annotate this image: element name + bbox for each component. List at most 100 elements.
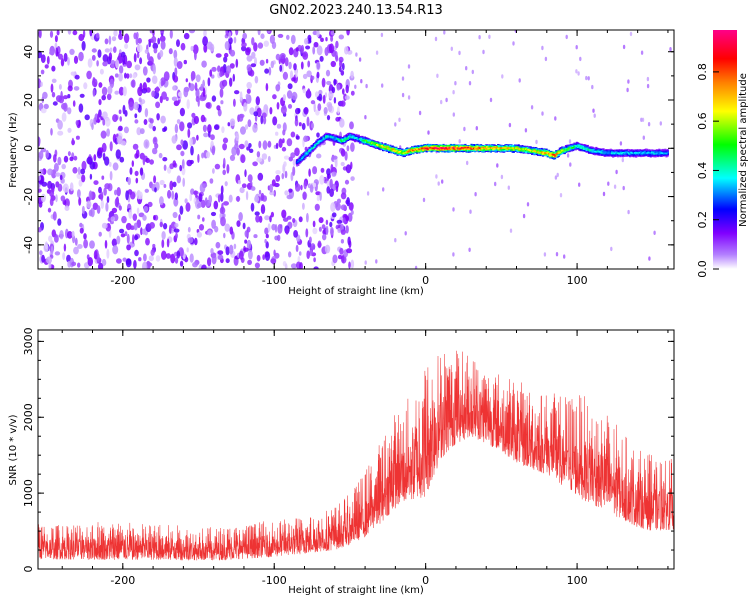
heatmap-noise-cell: [92, 202, 99, 210]
heatmap-ridge-cell: [395, 150, 398, 152]
colorbar-label: Normalized spectral amplitude: [738, 73, 749, 227]
heatmap-noise-cell: [229, 49, 236, 57]
heatmap-noise-cell: [292, 166, 296, 177]
heatmap-noise-cell: [292, 158, 296, 166]
x-tick-label: 100: [567, 274, 588, 287]
heatmap-ridge-cell: [371, 142, 374, 144]
heatmap-noise-cell: [311, 122, 315, 129]
heatmap-noise-cell: [77, 166, 81, 175]
heatmap-noise-cell: [255, 96, 260, 106]
heatmap-noise-cell: [86, 156, 93, 165]
heatmap-noise-cell: [220, 192, 224, 202]
heatmap-ridge-cell: [390, 148, 393, 150]
heatmap-noise-cell: [268, 66, 272, 76]
heatmap-ridge-cell: [486, 146, 489, 150]
heatmap-noise-cell: [257, 30, 261, 36]
heatmap-noise-cell: [96, 253, 100, 263]
heatmap-speck: [489, 97, 493, 103]
heatmap-speck: [482, 49, 485, 55]
heatmap-ridge-cell: [600, 151, 603, 153]
heatmap-ridge-cell: [481, 147, 484, 150]
heatmap-noise-cell: [303, 107, 309, 115]
heatmap-noise-cell: [205, 102, 211, 109]
heatmap-noise-cell: [196, 134, 199, 141]
y-tick-label: -40: [22, 236, 35, 254]
heatmap-ridge-cell: [522, 148, 525, 152]
heatmap-speck: [450, 46, 453, 51]
heatmap-noise-cell: [102, 111, 108, 119]
heatmap-noise-cell: [179, 121, 185, 132]
snr-y-axis-label: SNR (10 * v/v): [8, 414, 19, 485]
heatmap-ridge-cell: [468, 148, 471, 150]
heatmap-ridge-cell: [642, 151, 645, 154]
heatmap-noise-cell: [118, 72, 123, 82]
heatmap-noise-cell: [66, 254, 71, 263]
heatmap-ridge-cell: [614, 151, 617, 154]
heatmap-speck: [544, 56, 548, 62]
heatmap-noise-cell: [89, 30, 93, 37]
heatmap-noise-cell: [179, 164, 183, 172]
heatmap-noise-cell: [260, 115, 264, 125]
heatmap-noise-cell: [119, 156, 125, 163]
heatmap-noise-cell: [211, 219, 217, 229]
heatmap-noise-cell: [310, 75, 315, 80]
heatmap-noise-cell: [331, 86, 336, 94]
heatmap-ridge-cell: [312, 146, 316, 149]
heatmap-noise-cell: [126, 60, 132, 69]
heatmap-ridge-cell: [626, 151, 629, 154]
heatmap-noise-cell: [309, 184, 314, 193]
heatmap-noise-cell: [38, 188, 42, 193]
heatmap-noise-cell: [344, 179, 350, 185]
heatmap-noise-cell: [103, 187, 107, 196]
heatmap-ridge-cell: [396, 151, 399, 153]
heatmap-noise-cell: [261, 112, 267, 118]
heatmap-noise-cell: [47, 180, 53, 190]
heatmap-noise-cell: [335, 185, 339, 193]
heatmap-noise-cell: [57, 218, 62, 226]
heatmap-noise-cell: [264, 251, 271, 261]
y-tick-label: 40: [22, 45, 35, 59]
heatmap-noise-cell: [298, 122, 302, 127]
heatmap-noise-cell: [233, 243, 237, 250]
heatmap-noise-cell: [286, 215, 292, 220]
heatmap-noise-cell: [255, 215, 260, 223]
heatmap-noise-cell: [53, 154, 57, 163]
heatmap-noise-cell: [220, 216, 226, 227]
heatmap-noise-cell: [69, 182, 74, 192]
heatmap-noise-cell: [183, 32, 190, 40]
heatmap-noise-cell: [265, 234, 269, 239]
heatmap-noise-cell: [229, 154, 236, 161]
heatmap-noise-cell: [180, 150, 185, 157]
heatmap-speck: [508, 122, 512, 128]
heatmap-noise-cell: [212, 168, 215, 174]
snr-y-ticks: 0 1000 2000 3000: [22, 327, 674, 573]
heatmap-noise-cell: [67, 231, 73, 239]
heatmap-noise-cell: [156, 113, 160, 121]
heatmap-noise-cell: [300, 44, 305, 54]
heatmap-noise-cell: [67, 57, 70, 66]
heatmap-noise-cell: [287, 83, 293, 90]
heatmap-noise-cell: [247, 119, 252, 128]
heatmap-noise-cell: [119, 228, 125, 234]
heatmap-speck: [518, 78, 521, 83]
heatmap-ridge-cell: [552, 154, 555, 156]
heatmap-noise-cell: [280, 105, 287, 115]
heatmap-ridge-cell: [421, 147, 425, 152]
heatmap-ridge-cell: [506, 147, 509, 150]
heatmap-noise-cell: [198, 224, 205, 231]
heatmap-noise-cell: [224, 41, 230, 51]
heatmap-noise-cell: [152, 136, 158, 145]
heatmap-ridge-cell: [478, 147, 482, 149]
heatmap-noise-cell: [228, 194, 233, 203]
heatmap-ridge-cell: [465, 148, 468, 150]
heatmap-noise-cell: [305, 45, 311, 50]
heatmap-noise-cell: [129, 225, 135, 230]
heatmap-noise-cell: [124, 110, 128, 117]
heatmap-ridge-cell: [379, 145, 382, 147]
heatmap-noise-cell: [191, 112, 196, 118]
heatmap-noise-cell: [309, 249, 313, 256]
heatmap-noise-cell: [73, 155, 78, 161]
heatmap-noise-cell: [189, 193, 193, 202]
heatmap-ridge-cell: [539, 151, 542, 154]
heatmap-noise-cell: [229, 63, 235, 69]
